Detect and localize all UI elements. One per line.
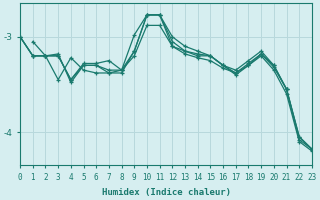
X-axis label: Humidex (Indice chaleur): Humidex (Indice chaleur) [101, 188, 230, 197]
